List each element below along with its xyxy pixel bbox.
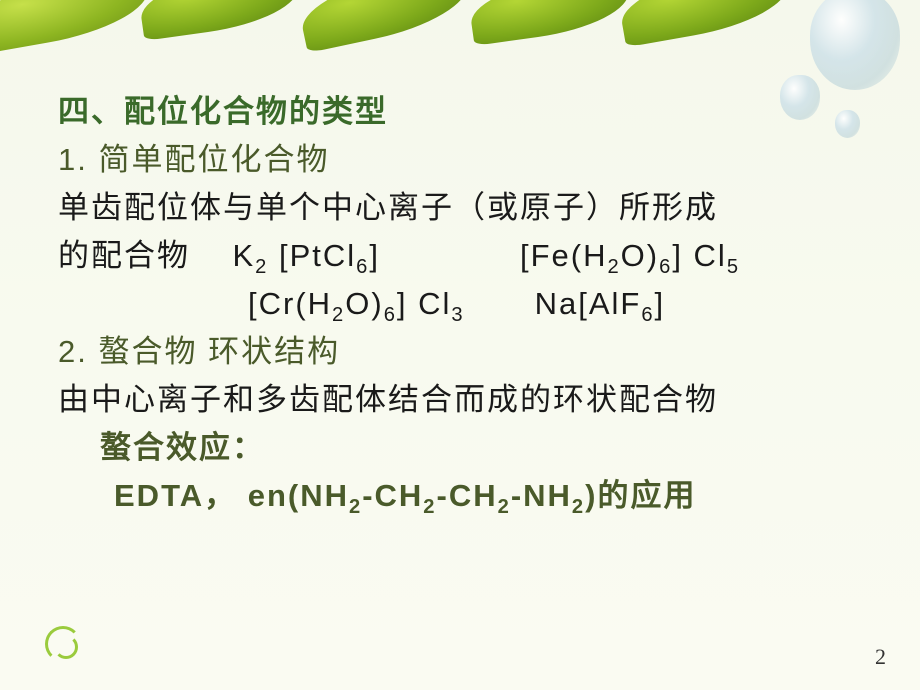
edta-line: EDTA， en(NH2-CH2-CH2-NH2)的应用 (58, 472, 870, 520)
item1-title: 1. 简单配位化合物 (58, 136, 870, 184)
water-drop-icon (810, 0, 900, 90)
leaf-shape (296, 0, 474, 53)
leaf-shape (616, 0, 793, 47)
swirl-icon (45, 626, 81, 662)
item1-desc-prefix: 的配合物 (58, 238, 190, 273)
chelate-effect-label: 螯合效应： (58, 424, 870, 472)
item2-title: 2. 螯合物 环状结构 (58, 328, 870, 376)
leaf-shape (467, 0, 633, 46)
slide-content: 四、配位化合物的类型 1. 简单配位化合物 单齿配位体与单个中心离子（或原子）所… (58, 88, 870, 520)
section-heading: 四、配位化合物的类型 (58, 88, 870, 136)
leaf-shape (137, 0, 303, 41)
item1-desc-line2: 的配合物 K2 [PtCl6] [Fe(H2O)6] Cl5 (58, 232, 870, 280)
leaf-shape (0, 0, 154, 55)
formula-3: [Cr(H2O)6] Cl3 (248, 286, 465, 321)
formula-1: K2 [PtCl6] (232, 238, 380, 273)
item1-desc-line1: 单齿配位体与单个中心离子（或原子）所形成 (58, 184, 870, 232)
item1-examples-line2: [Cr(H2O)6] Cl3 Na[AlF6] (58, 280, 870, 328)
formula-2: [Fe(H2O)6] Cl5 (520, 238, 740, 273)
decorative-leaf-border (0, 0, 920, 60)
item2-desc: 由中心离子和多齿配体结合而成的环状配合物 (58, 376, 870, 424)
page-number: 2 (875, 644, 886, 670)
formula-4: Na[AlF6] (535, 286, 666, 321)
